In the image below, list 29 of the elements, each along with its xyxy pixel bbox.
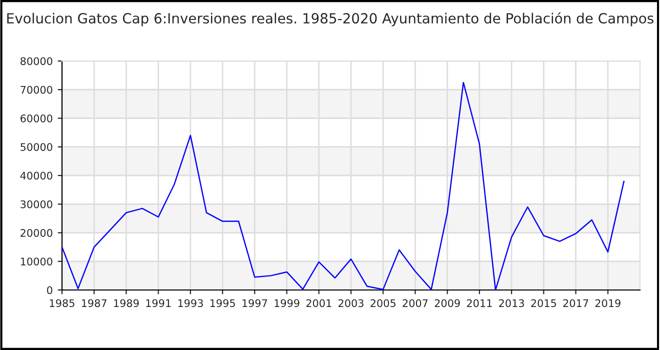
y-tick-label: 10000 xyxy=(20,258,52,266)
y-tick-label: 0 xyxy=(47,286,52,294)
y-tick-label: 60000 xyxy=(20,114,52,122)
y-tick-label: 40000 xyxy=(20,172,52,180)
y-tick-label: 20000 xyxy=(20,228,52,237)
y-tick-label: 50000 xyxy=(20,143,52,151)
x-tick-label: 1993 xyxy=(178,299,203,308)
x-tick-label: 2007 xyxy=(402,299,428,308)
x-tick-label: 1987 xyxy=(82,299,106,308)
x-tick-label: 2017 xyxy=(563,299,588,308)
x-tick-label: 1997 xyxy=(242,299,268,308)
x-tick-label: 2011 xyxy=(466,299,492,308)
chart-title: Evolucion Gatos Cap 6:Inversiones reales. 1985-2020 Ayuntamiento de Población de Campos xyxy=(7,12,654,26)
y-tick-label: 80000 xyxy=(20,57,52,66)
x-tick-label: 2005 xyxy=(370,299,396,308)
x-tick-label: 2015 xyxy=(531,299,556,308)
x-tick-label: 2003 xyxy=(338,299,364,308)
x-tick-label: 1995 xyxy=(210,299,235,308)
line-series xyxy=(62,82,625,290)
x-tick-label: 2019 xyxy=(595,299,620,308)
x-tick-label: 1991 xyxy=(146,299,171,308)
y-tick-label: 70000 xyxy=(20,86,52,94)
x-tick-label: 2009 xyxy=(434,299,460,308)
x-tick-label: 2013 xyxy=(499,299,524,308)
x-tick-label: 1985 xyxy=(50,299,74,308)
y-tick-label: 30000 xyxy=(20,200,52,208)
x-tick-label: 2001 xyxy=(306,299,332,308)
x-tick-label: 1989 xyxy=(114,299,139,308)
x-tick-label: 1999 xyxy=(274,299,300,308)
